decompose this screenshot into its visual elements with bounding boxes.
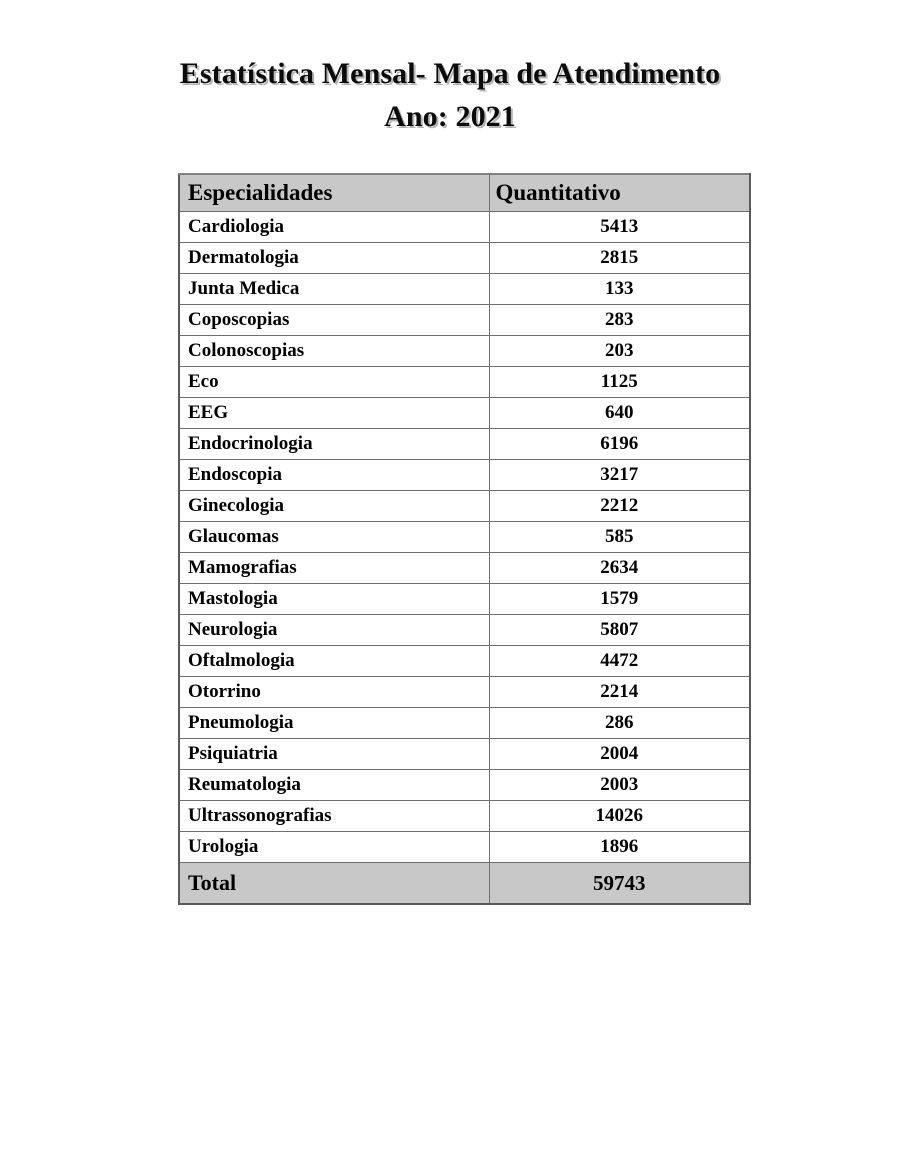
cell-quantity: 2212 [488,490,751,522]
cell-quantity: 2003 [488,769,751,801]
statistics-table: Especialidades Quantitativo Cardiologia 5… [178,173,751,905]
cell-quantity: 2214 [488,676,751,708]
cell-total-label: Total [178,862,490,905]
table-row: Endoscopia 3217 [178,459,751,491]
cell-quantity: 2634 [488,552,751,584]
table-row: Reumatologia 2003 [178,769,751,801]
cell-quantity: 1125 [488,366,751,398]
cell-specialty: Endocrinologia [178,428,490,460]
cell-quantity: 283 [488,304,751,336]
cell-specialty: Ultrassonografias [178,800,490,832]
table-row: Pneumologia 286 [178,707,751,739]
cell-specialty: Psiquiatria [178,738,490,770]
cell-specialty: Glaucomas [178,521,490,553]
table-header-row: Especialidades Quantitativo [178,173,751,212]
table-row: Glaucomas 585 [178,521,751,553]
cell-specialty: Mastologia [178,583,490,615]
table-header: Especialidades Quantitativo [178,173,751,212]
cell-quantity: 2004 [488,738,751,770]
table-row: Neurologia 5807 [178,614,751,646]
table-row: Oftalmologia 4472 [178,645,751,677]
cell-quantity: 1896 [488,831,751,863]
cell-quantity: 640 [488,397,751,429]
document-title: Estatística Mensal- Mapa de Atendimento … [0,0,900,138]
table-row: Colonoscopias 203 [178,335,751,367]
table-row: Junta Medica 133 [178,273,751,305]
cell-specialty: Pneumologia [178,707,490,739]
table-row: EEG 640 [178,397,751,429]
cell-specialty: Dermatologia [178,242,490,274]
title-line-year: Ano: 2021 [384,100,516,133]
cell-quantity: 585 [488,521,751,553]
table-row: Endocrinologia 6196 [178,428,751,460]
table-row: Urologia 1896 [178,831,751,863]
cell-specialty: Reumatologia [178,769,490,801]
table-total-row: Total 59743 [178,862,751,905]
cell-specialty: Mamografias [178,552,490,584]
table-row: Coposcopias 283 [178,304,751,336]
cell-quantity: 203 [488,335,751,367]
cell-specialty: Otorrino [178,676,490,708]
cell-quantity: 5807 [488,614,751,646]
cell-quantity: 6196 [488,428,751,460]
table-row: Mamografias 2634 [178,552,751,584]
cell-specialty: Cardiologia [178,211,490,243]
cell-specialty: Neurologia [178,614,490,646]
cell-specialty: Urologia [178,831,490,863]
cell-specialty: Ginecologia [178,490,490,522]
table-row: Psiquiatria 2004 [178,738,751,770]
column-header-specialty: Especialidades [178,173,490,212]
table-row: Eco 1125 [178,366,751,398]
cell-specialty: Eco [178,366,490,398]
cell-specialty: Endoscopia [178,459,490,491]
cell-quantity: 3217 [488,459,751,491]
cell-quantity: 5413 [488,211,751,243]
table-body: Cardiologia 5413 Dermatologia 2815 Junta Med… [178,211,751,905]
cell-specialty: Oftalmologia [178,645,490,677]
table-row: Mastologia 1579 [178,583,751,615]
cell-specialty: Junta Medica [178,273,490,305]
column-header-quantity: Quantitativo [488,173,751,212]
table-row: Dermatologia 2815 [178,242,751,274]
cell-specialty: Coposcopias [178,304,490,336]
cell-quantity: 133 [488,273,751,305]
table-row: Ultrassonografias 14026 [178,800,751,832]
cell-quantity: 2815 [488,242,751,274]
title-line-primary: Estatística Mensal- Mapa de Atendimento [179,57,721,90]
cell-quantity: 14026 [488,800,751,832]
cell-specialty: Colonoscopias [178,335,490,367]
cell-total-quantity: 59743 [488,862,751,905]
cell-quantity: 1579 [488,583,751,615]
table-row: Otorrino 2214 [178,676,751,708]
cell-quantity: 4472 [488,645,751,677]
table-row: Cardiologia 5413 [178,211,751,243]
cell-specialty: EEG [178,397,490,429]
table-row: Ginecologia 2212 [178,490,751,522]
cell-quantity: 286 [488,707,751,739]
statistics-table-container: Especialidades Quantitativo Cardiologia 5… [178,173,751,905]
